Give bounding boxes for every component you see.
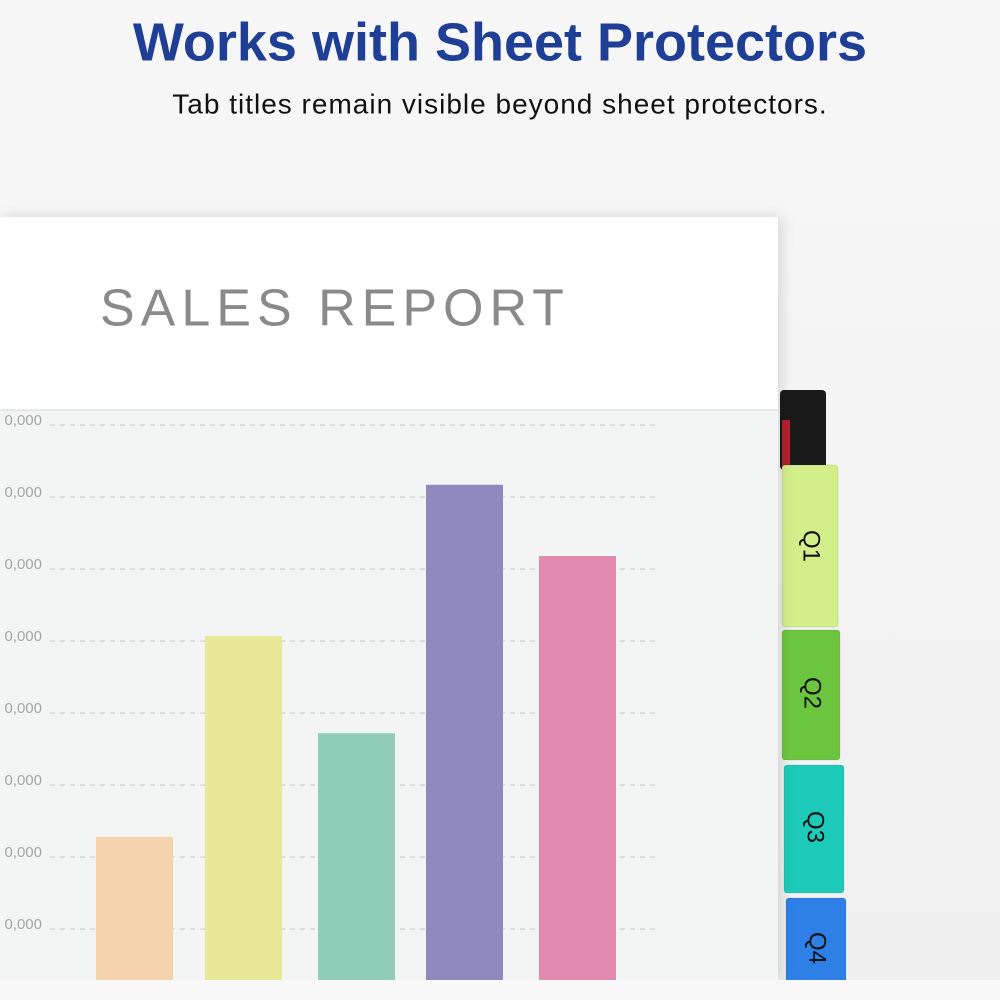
tab xyxy=(783,764,845,894)
y-tick-label: 0,000 xyxy=(4,700,42,717)
y-tick-label: 0,000 xyxy=(4,484,42,501)
tab-label: Q1 xyxy=(798,530,825,562)
red-tab-edge xyxy=(782,420,790,470)
y-tick-label: 0,000 xyxy=(4,556,42,573)
bar xyxy=(318,733,395,1000)
bar xyxy=(539,556,616,1000)
chart: 0,000 0,000 0,000 0,000 0,000 0,000 0,000 0,000 xyxy=(4,412,658,1000)
y-tick-label: 0,000 xyxy=(4,412,42,429)
tab xyxy=(781,464,839,628)
bar xyxy=(426,484,503,1000)
tab-label: Q4 xyxy=(804,932,831,964)
tab-label: Q2 xyxy=(799,677,826,709)
headline: Works with Sheet Protectors xyxy=(133,12,867,72)
y-tick-label: 0,000 xyxy=(4,916,42,933)
y-tick-label: 0,000 xyxy=(4,772,42,789)
y-tick-label: 0,000 xyxy=(4,628,42,645)
bar xyxy=(96,836,173,1000)
black-tab xyxy=(780,390,826,470)
tab-label: Q3 xyxy=(802,811,829,843)
bottom-strip xyxy=(0,980,1000,1000)
subheadline: Tab titles remain visible beyond sheet p… xyxy=(172,88,827,119)
tab xyxy=(781,629,841,761)
bar xyxy=(205,635,282,1000)
tabs: Q1 Q2 Q3 Q4 xyxy=(781,464,847,989)
y-tick-label: 0,000 xyxy=(4,844,42,861)
report-title: SALES REPORT xyxy=(100,280,570,338)
